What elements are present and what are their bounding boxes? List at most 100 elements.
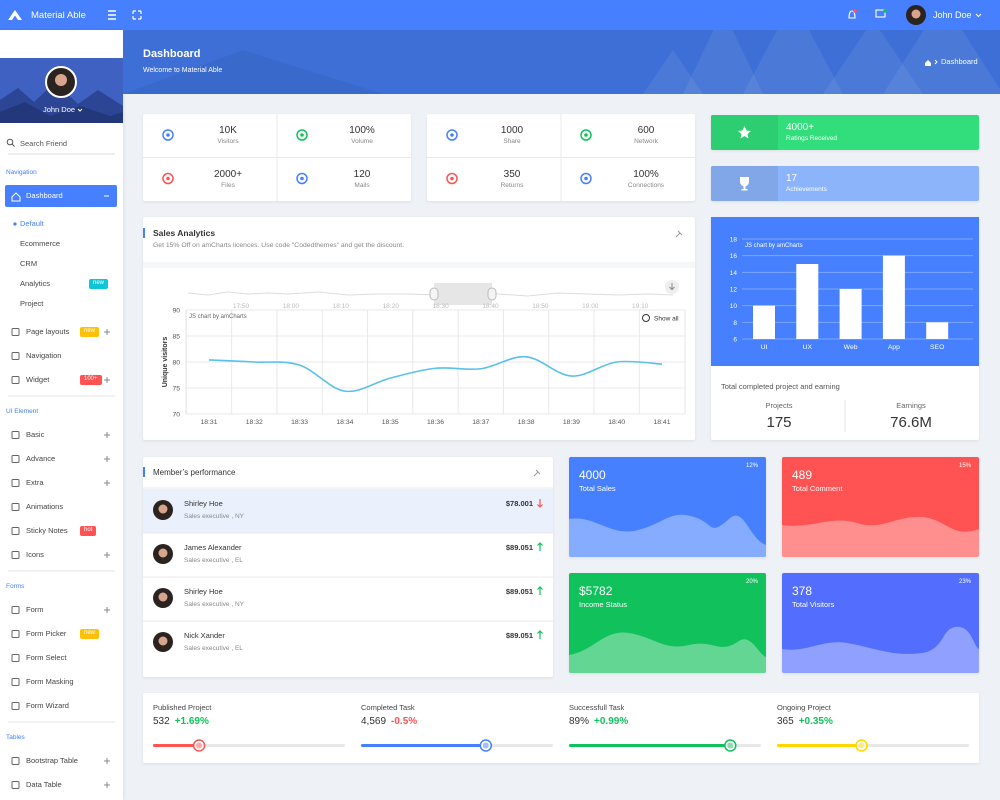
card-accent xyxy=(143,228,145,238)
highlight-label: Achievements xyxy=(786,186,827,193)
progress-bars xyxy=(153,739,969,752)
stats-box: 10K Visitors 100% Volume 2000+ Files 120 Mails xyxy=(143,114,411,201)
menu-item[interactable]: Form Wizard xyxy=(26,701,69,710)
stats-lines xyxy=(427,114,695,201)
submenu-item[interactable]: Project xyxy=(20,299,44,308)
progress-values: 89% +0.99% xyxy=(569,716,628,727)
card-subtitle: Get 15% Off on amCharts licences. Use co… xyxy=(153,242,405,249)
sales-analytics-card: Sales Analytics Get 15% Off on amCharts l… xyxy=(143,217,695,440)
stat-label: Files xyxy=(221,181,235,189)
progress-values: 532 +1.69% xyxy=(153,716,209,727)
header-shape xyxy=(823,30,923,94)
menu-badge: new xyxy=(80,629,100,639)
x-tick-label: 18:37 xyxy=(472,419,489,426)
star-icon xyxy=(738,126,751,139)
progress-knob-inner xyxy=(858,742,865,749)
expand-icon xyxy=(104,782,110,788)
menu-item[interactable]: Icons xyxy=(26,550,44,559)
stat-value: 100% xyxy=(633,168,659,180)
progress-change: +1.69% xyxy=(174,716,209,727)
menu-item[interactable]: Basic xyxy=(26,430,45,439)
menu-item[interactable]: Advance xyxy=(26,454,56,463)
stat-icon-dot xyxy=(450,133,454,137)
monitor-dot xyxy=(883,9,887,13)
stat-card: $5782 Income Status 20% xyxy=(569,573,766,673)
progress-knob-inner xyxy=(196,742,203,749)
card-value: 4000 xyxy=(579,468,606,482)
x-tick-label: 18:41 xyxy=(653,419,670,426)
navigator-selection xyxy=(434,283,492,305)
progress-value: 4,569 xyxy=(361,716,387,727)
member-face xyxy=(158,636,168,646)
x-tick-label: 18:38 xyxy=(518,419,535,426)
menu-item[interactable]: Page layouts xyxy=(26,327,70,336)
navigator-label: 18:40 xyxy=(482,303,499,310)
stat-icon-dot xyxy=(300,176,304,181)
menu-icon xyxy=(11,352,20,360)
menu-item[interactable]: Dashboard xyxy=(26,191,63,200)
menu-section-title: Navigation xyxy=(6,169,37,176)
expand-icon xyxy=(104,758,110,764)
menu-item[interactable]: Form xyxy=(26,605,44,614)
y-axis-title: Unique visitors xyxy=(162,337,169,388)
pin-icon xyxy=(675,230,683,238)
submenu-item[interactable]: CRM xyxy=(20,259,38,268)
menu-icon xyxy=(11,479,20,487)
header-shape xyxy=(883,30,1000,94)
stat-icon-dot xyxy=(166,133,170,137)
submenu-item[interactable]: Default xyxy=(20,219,44,228)
show-all-button[interactable]: Show all xyxy=(654,316,679,323)
y-tick-label: 70 xyxy=(172,412,180,419)
breadcrumb[interactable]: Dashboard xyxy=(941,57,978,66)
wave xyxy=(782,626,979,673)
stat-icon xyxy=(446,172,458,185)
member-role: Sales executive , EL xyxy=(184,645,243,652)
bar xyxy=(753,305,775,339)
home-icon xyxy=(11,192,21,202)
progress-value: 365 xyxy=(777,716,794,727)
top-user[interactable]: John Doe xyxy=(933,10,972,20)
y-tick-label: 16 xyxy=(730,253,738,260)
menu-item[interactable]: Animations xyxy=(26,502,64,511)
card-title: Sales Analytics xyxy=(153,228,216,238)
bar xyxy=(882,255,905,339)
progress-knob-inner xyxy=(727,742,734,749)
progress-fill xyxy=(777,744,862,747)
trophy-icon xyxy=(740,177,749,191)
stats-lines xyxy=(143,114,411,201)
menu-icon xyxy=(11,527,20,535)
progress-card: Published Project 532 +1.69% Completed Task… xyxy=(143,693,979,763)
progress-label: Successfull Task xyxy=(569,703,625,712)
stat-value: 1000 xyxy=(500,125,524,136)
menu-item[interactable]: Form Select xyxy=(26,653,67,662)
menu-item[interactable]: Extra xyxy=(26,478,44,487)
metric-label: Earnings xyxy=(896,401,926,410)
y-tick-label: 12 xyxy=(730,287,738,294)
menu-active-bg xyxy=(5,185,117,207)
expand-icon xyxy=(104,607,110,613)
expand-icon xyxy=(104,456,110,462)
notification-dot xyxy=(853,9,857,13)
member-role: Sales executive , EL xyxy=(184,557,243,564)
menu-item[interactable]: Sticky Notes xyxy=(26,526,68,535)
stat-value: 2000+ xyxy=(213,168,243,180)
menu-item[interactable]: Form Picker xyxy=(26,629,67,638)
stat-label: Share xyxy=(503,138,521,145)
menu-item[interactable]: Widget xyxy=(26,375,50,384)
progress-change: -0.5% xyxy=(391,716,418,727)
card-label: Total Comment xyxy=(792,484,843,493)
stat-icon xyxy=(162,129,174,141)
search-field[interactable]: Search Friend xyxy=(20,139,68,148)
stat-icon xyxy=(446,129,458,141)
member-name: Shirley Hoe xyxy=(184,587,223,596)
submenu-item[interactable]: Ecommerce xyxy=(20,239,61,248)
submenu-item[interactable]: Analytics xyxy=(20,279,51,288)
fullscreen-icon xyxy=(132,10,142,20)
progress-value: 532 xyxy=(153,716,170,727)
menu-item[interactable]: Bootstrap Table xyxy=(26,756,78,765)
stat-label: Mails xyxy=(354,181,370,189)
menu-item[interactable]: Form Masking xyxy=(26,677,74,686)
menu-item[interactable]: Navigation xyxy=(26,351,62,360)
menu-item[interactable]: Data Table xyxy=(26,780,62,789)
